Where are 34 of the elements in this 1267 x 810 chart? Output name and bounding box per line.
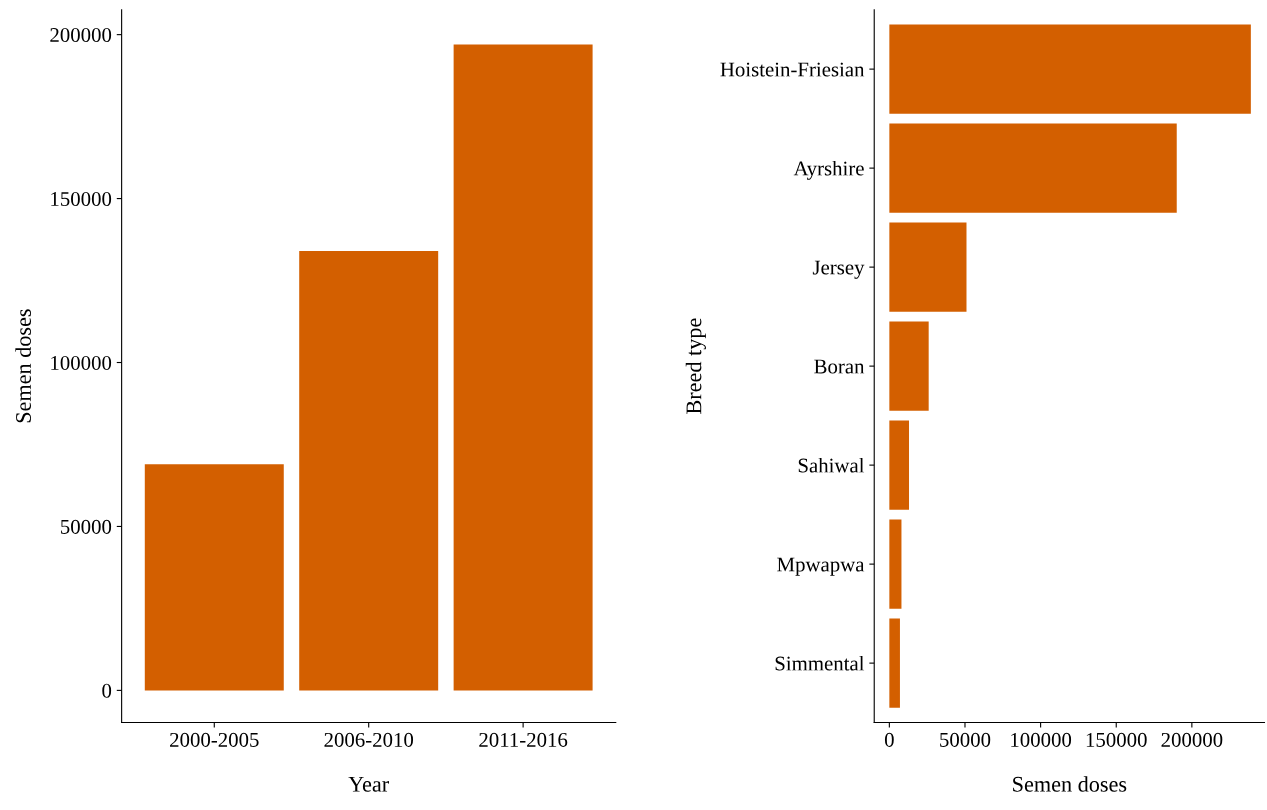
bar — [889, 519, 902, 609]
x-tick-label: 50000 — [940, 732, 991, 747]
y-tick-label: Hoistein-Friesian — [720, 62, 865, 77]
bar — [299, 251, 439, 691]
y-tick-label: 200000 — [50, 28, 112, 43]
y-tick-label: 0 — [102, 683, 112, 698]
x-tick-label: 2000-2005 — [170, 732, 259, 747]
bar — [889, 123, 1177, 213]
y-axis-title: Breed type — [685, 318, 706, 414]
bar — [889, 420, 910, 510]
y-tick-label: Jersey — [812, 260, 865, 279]
x-tick-label: 2006-2010 — [324, 732, 414, 747]
y-tick-label: Boran — [814, 359, 865, 374]
x-axis-title: Year — [348, 777, 389, 792]
x-tick-label: 100000 — [1011, 732, 1072, 747]
y-axis-title: Semen doses — [15, 309, 32, 423]
bar — [889, 321, 929, 411]
y-tick-label: Sahiwal — [798, 457, 865, 473]
y-tick-label: Ayrshire — [793, 160, 864, 180]
bar — [889, 618, 900, 708]
y-tick-label: 100000 — [51, 355, 112, 370]
bar — [889, 222, 967, 312]
y-tick-label: Mpwapwa — [777, 557, 865, 576]
x-tick-label: 150000 — [1086, 732, 1147, 747]
x-tick-label: 0 — [884, 732, 894, 747]
y-tick-label: 50000 — [61, 519, 112, 534]
bar — [889, 24, 1251, 114]
bar — [453, 44, 593, 691]
x-tick-label: 2011-2016 — [479, 732, 568, 747]
x-tick-label: 200000 — [1161, 732, 1223, 747]
y-tick-label: Simmental — [775, 655, 865, 671]
bar — [144, 464, 284, 691]
x-axis-title: Semen doses — [1013, 776, 1127, 792]
y-tick-label: 150000 — [51, 191, 112, 207]
